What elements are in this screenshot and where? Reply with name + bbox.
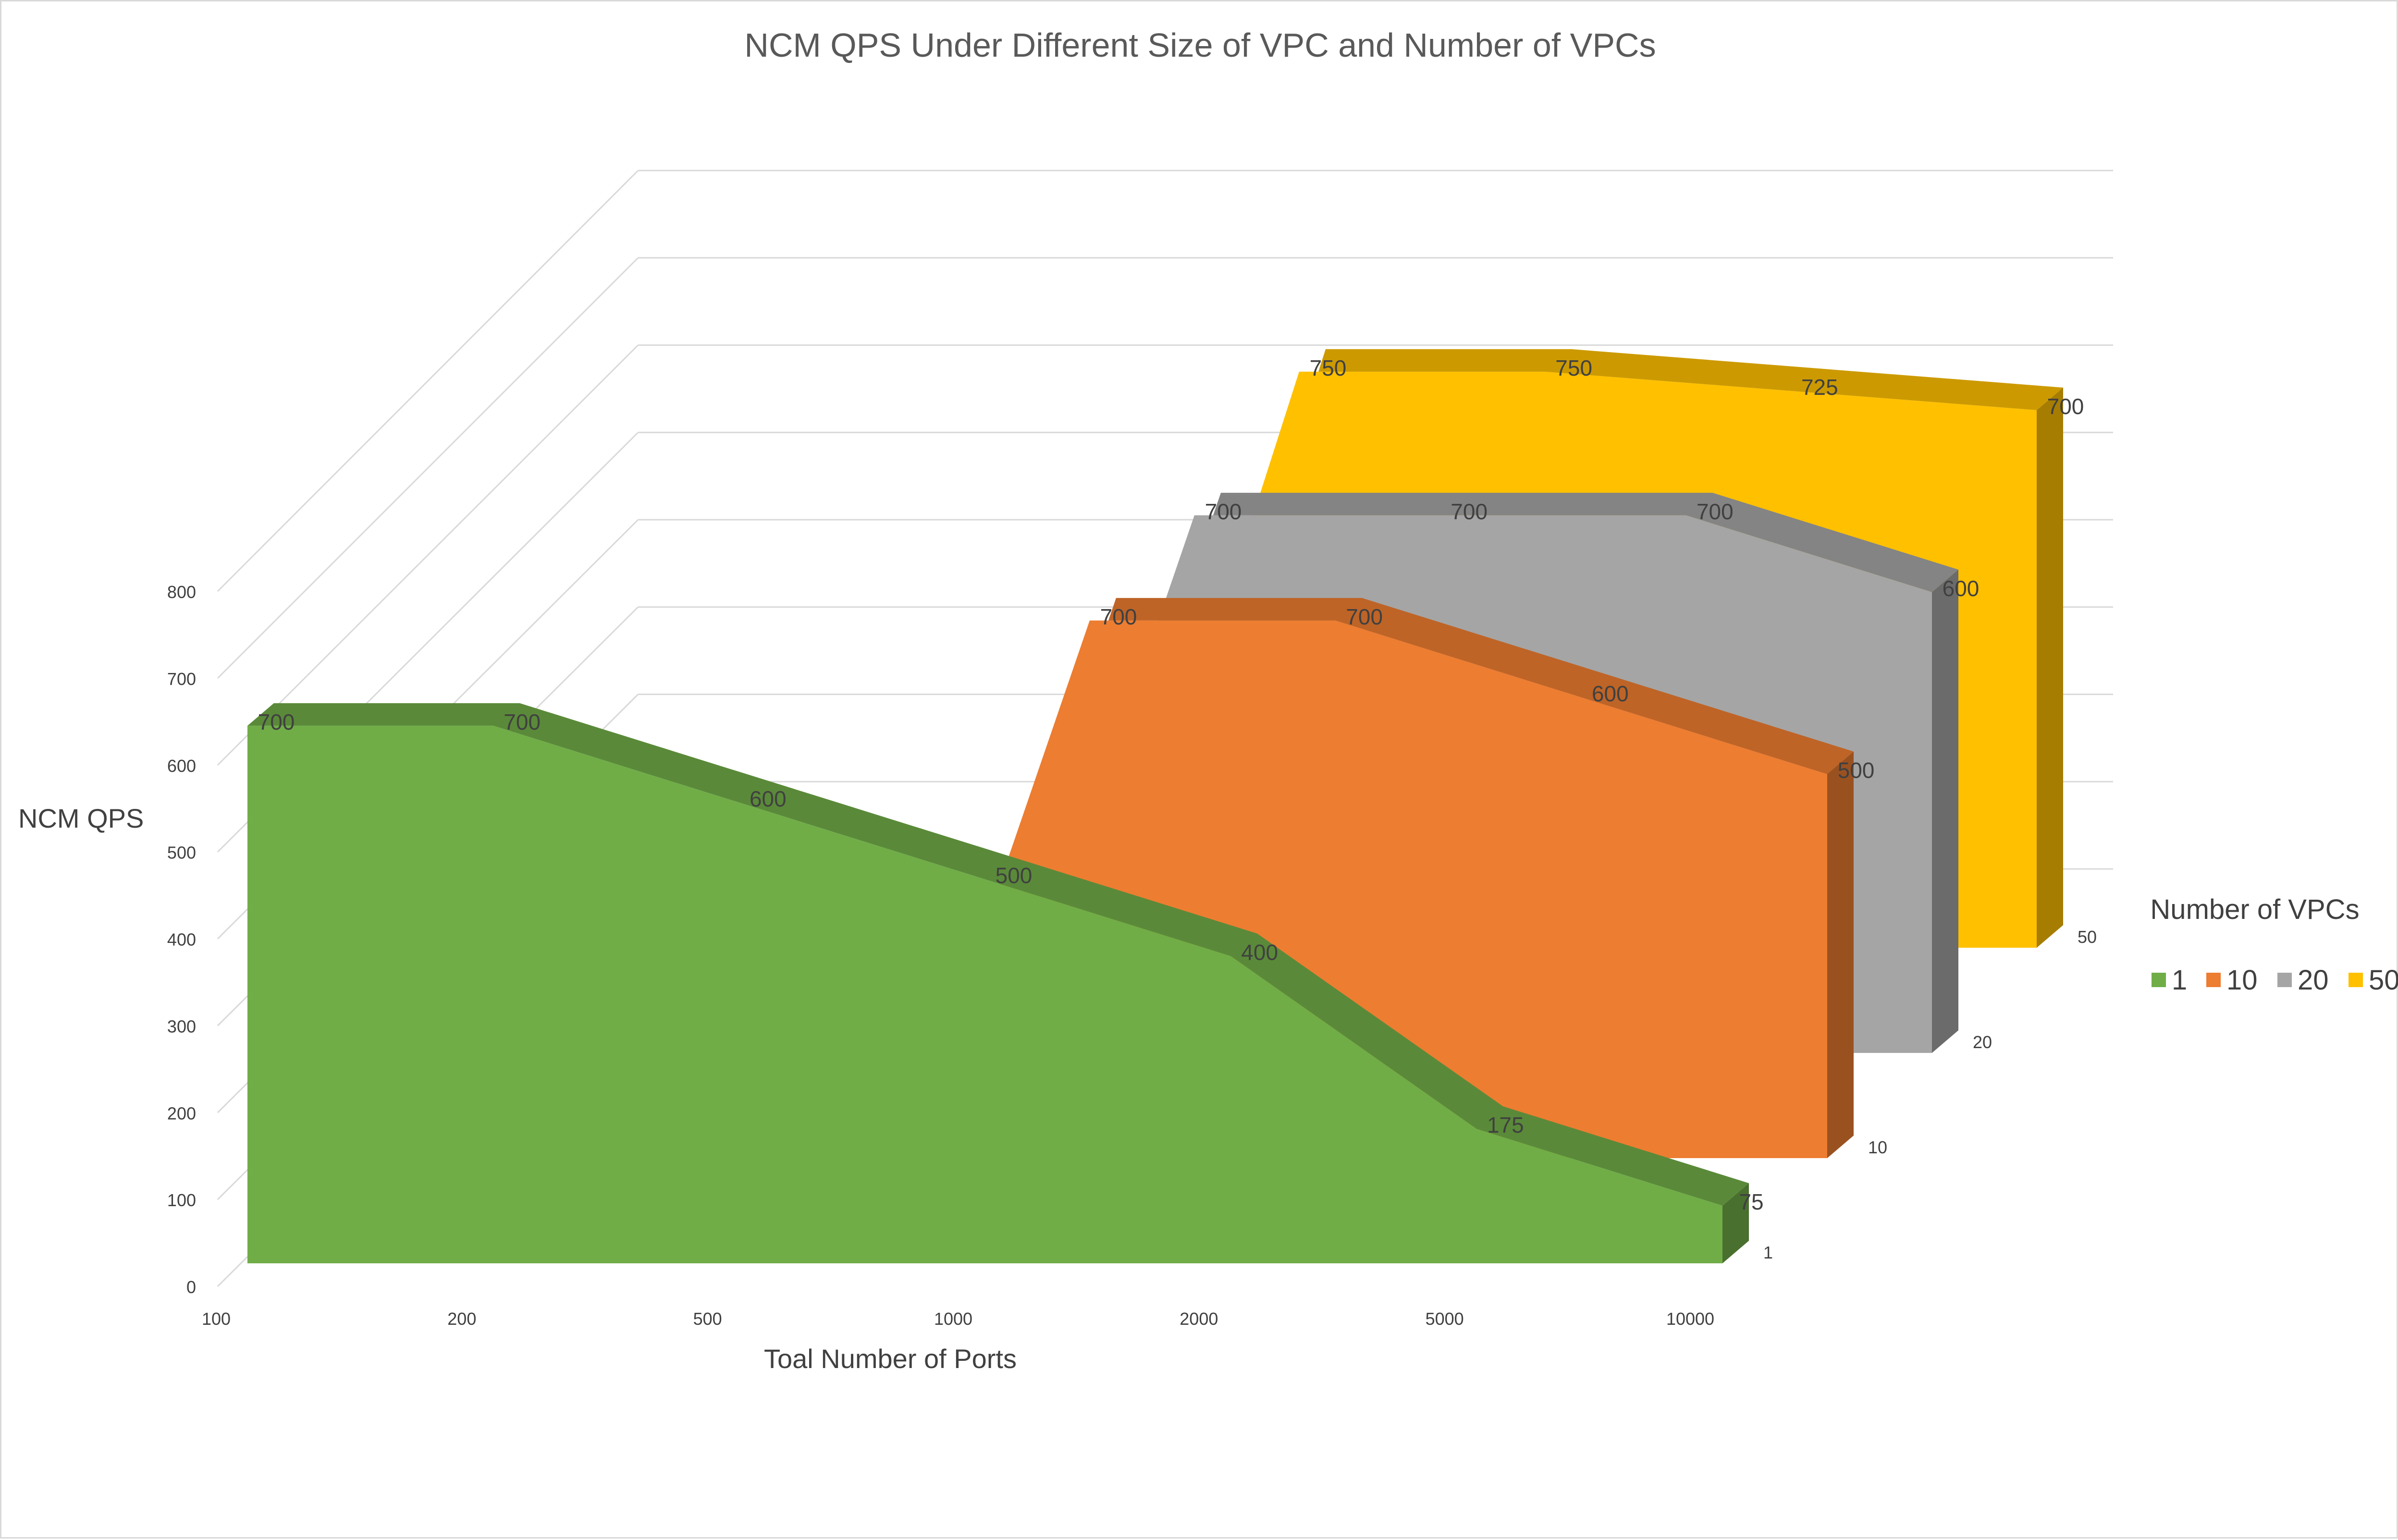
depth-label-10: 10	[1868, 1137, 1887, 1157]
y-axis-title: NCM QPS	[18, 803, 144, 833]
depth-label-50: 50	[2078, 927, 2097, 947]
data-label: 750	[1310, 355, 1347, 380]
legend: Number of VPCs 1 10 20 50	[2150, 894, 2398, 996]
series-layer	[247, 349, 2063, 1263]
data-label: 700	[258, 709, 295, 734]
legend-label-1: 1	[2172, 965, 2187, 996]
series-50-side	[2037, 387, 2063, 948]
data-label: 700	[504, 709, 541, 734]
depth-label-1: 1	[1763, 1243, 1773, 1262]
depth-label-20: 20	[1973, 1032, 1992, 1052]
data-label: 700	[1697, 499, 1734, 524]
series-1	[247, 703, 1749, 1263]
data-label: 700	[1451, 499, 1488, 524]
x-tick-label: 5000	[1426, 1309, 1464, 1329]
series-10-side	[1827, 751, 1854, 1158]
x-tick-label: 500	[693, 1309, 722, 1329]
data-label: 700	[1346, 604, 1383, 629]
data-label: 725	[1801, 375, 1838, 400]
y-tick-label: 500	[167, 843, 196, 863]
data-label: 700	[1205, 499, 1242, 524]
data-label: 75	[1739, 1189, 1763, 1214]
data-label: 500	[996, 863, 1033, 888]
data-label: 500	[1838, 758, 1875, 783]
legend-swatch-10	[2206, 973, 2221, 987]
legend-label-10: 10	[2226, 965, 2258, 996]
y-tick-label: 600	[167, 756, 196, 776]
x-tick-label: 1000	[934, 1309, 972, 1329]
data-label: 700	[2047, 394, 2084, 419]
y-tick-label: 800	[167, 582, 196, 602]
x-tick-label: 2000	[1180, 1309, 1218, 1329]
data-label: 400	[1241, 940, 1278, 965]
gridline-side	[217, 344, 639, 766]
x-tick-label: 100	[202, 1309, 231, 1329]
y-tick-label: 700	[167, 669, 196, 689]
legend-label-20: 20	[2298, 965, 2329, 996]
x-axis-title: Toal Number of Ports	[764, 1344, 1017, 1374]
gridline-side	[217, 257, 639, 679]
series-1-top	[247, 703, 1749, 1206]
data-label: 600	[1943, 576, 1980, 601]
data-label: 175	[1487, 1112, 1524, 1137]
x-tick-label: 200	[447, 1309, 476, 1329]
x-tick-label: 10000	[1666, 1309, 1714, 1329]
y-tick-label: 400	[167, 930, 196, 950]
series-20-side	[1932, 569, 1958, 1053]
legend-swatch-20	[2277, 973, 2292, 987]
gridline-side	[217, 170, 639, 592]
data-label: 700	[1100, 604, 1137, 629]
label-layer: 50 750 750 725 700 20 700 700 700 600 10 700 700 600 5…	[258, 355, 2097, 1262]
series-1-front	[247, 725, 1722, 1263]
series-20-top	[1010, 492, 1958, 1053]
y-tick-label: 0	[186, 1277, 196, 1297]
legend-swatch-1	[2152, 973, 2166, 987]
data-label: 600	[1592, 681, 1629, 706]
chart-title: NCM QPS Under Different Size of VPC and …	[744, 26, 1656, 64]
series-1-side	[1722, 1183, 1749, 1263]
y-tick-label: 200	[167, 1103, 196, 1123]
data-label: 600	[750, 786, 787, 811]
legend-label-50: 50	[2369, 965, 2398, 996]
y-tick-label: 100	[167, 1190, 196, 1210]
legend-swatch-50	[2349, 973, 2363, 987]
legend-title: Number of VPCs	[2150, 894, 2359, 925]
y-tick-label: 300	[167, 1016, 196, 1036]
data-label: 750	[1555, 355, 1592, 380]
